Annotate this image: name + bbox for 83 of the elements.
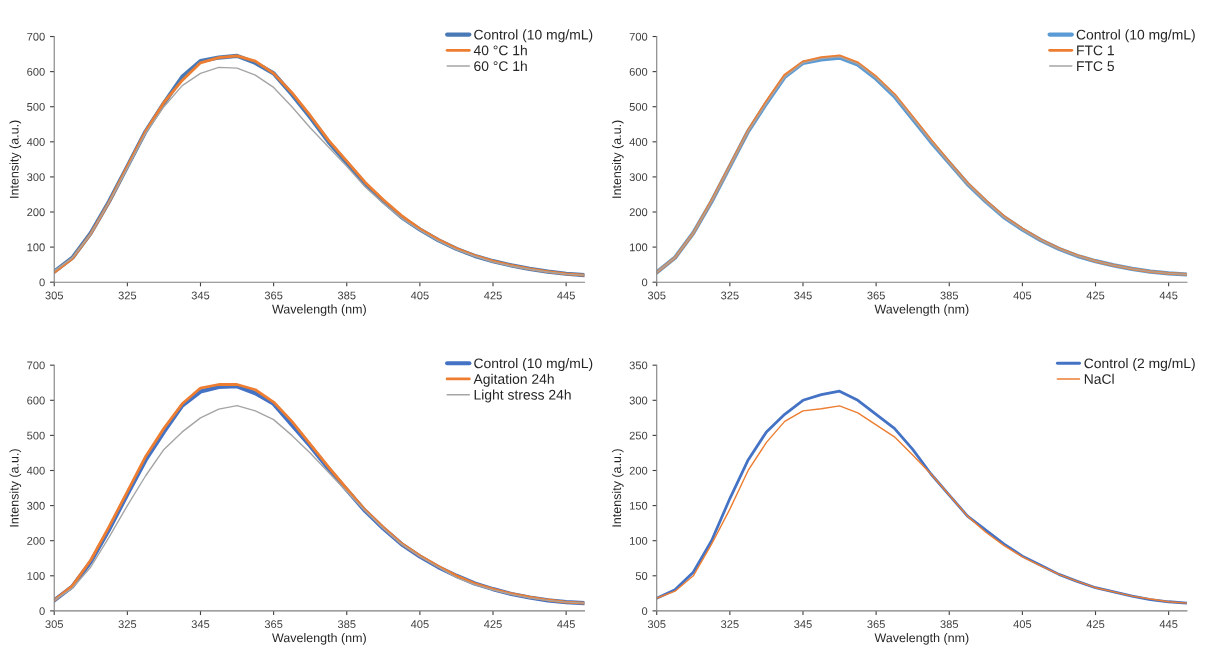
x-tick-label: 385 <box>337 620 356 629</box>
legend-label: Control (10 mg/mL) <box>474 29 593 43</box>
x-tick-label: 365 <box>264 620 283 629</box>
y-tick-label: 400 <box>26 466 45 475</box>
x-tick-label: 425 <box>484 291 502 300</box>
legend-label: Agitation 24h <box>473 373 554 387</box>
y-tick-label: 600 <box>629 67 648 76</box>
y-tick-label: 300 <box>27 173 45 182</box>
x-tick-label: 345 <box>191 620 210 629</box>
y-tick-label: 100 <box>27 572 45 580</box>
x-axis-title: Wavelength (nm) <box>272 304 366 317</box>
x-tick-label: 425 <box>484 620 502 629</box>
legend-label: FTC 1 <box>1077 45 1114 56</box>
legend-label: Light stress 24h <box>474 389 571 403</box>
y-tick-label: 0 <box>641 278 648 287</box>
y-tick-label: 400 <box>629 138 648 146</box>
legend-label: Control (2 mg/mL) <box>1084 358 1195 371</box>
y-tick-label: 300 <box>27 501 45 510</box>
y-tick-label: 700 <box>27 361 45 370</box>
y-tick-label: 600 <box>27 396 45 405</box>
y-tick-label: 0 <box>39 278 45 287</box>
y-tick-label: 350 <box>629 361 648 370</box>
x-tick-label: 305 <box>45 620 64 629</box>
y-tick-label: 0 <box>641 607 648 616</box>
y-axis-title: Intensity (a.u.) <box>9 120 22 198</box>
x-tick-label: 365 <box>264 291 283 300</box>
y-tick-label: 500 <box>27 102 45 111</box>
x-tick-label: 305 <box>647 291 666 300</box>
x-tick-label: 405 <box>1013 291 1032 300</box>
y-tick-label: 150 <box>630 501 648 510</box>
x-tick-label: 445 <box>1159 291 1178 300</box>
x-tick-label: 385 <box>940 291 959 300</box>
x-tick-label: 425 <box>1086 291 1105 300</box>
y-tick-label: 500 <box>27 431 45 440</box>
y-tick-label: 100 <box>27 243 45 252</box>
y-tick-label: 200 <box>27 208 45 217</box>
x-axis-title: Wavelength (nm) <box>272 633 366 645</box>
x-tick-label: 445 <box>557 291 575 300</box>
x-tick-label: 325 <box>721 291 739 300</box>
x-tick-label: 405 <box>410 620 429 629</box>
x-tick-label: 345 <box>191 291 210 300</box>
y-tick-label: 50 <box>635 572 648 580</box>
x-tick-label: 305 <box>45 291 64 300</box>
y-tick-label: 0 <box>39 607 45 616</box>
y-axis-title: Intensity (a.u.) <box>611 120 624 198</box>
x-tick-label: 405 <box>410 291 429 300</box>
y-tick-label: 500 <box>629 102 648 111</box>
y-axis-title: Intensity (a.u.) <box>9 449 22 527</box>
x-tick-label: 365 <box>867 620 885 629</box>
y-tick-label: 250 <box>629 431 648 440</box>
x-tick-label: 345 <box>794 620 812 629</box>
x-tick-label: 325 <box>721 620 739 629</box>
y-tick-label: 100 <box>630 536 648 545</box>
y-tick-label: 200 <box>27 536 45 545</box>
legend-label: Control (10 mg/mL) <box>1076 29 1195 43</box>
x-axis-title: Wavelength (nm) <box>874 633 969 645</box>
x-axis-title: Wavelength (nm) <box>874 304 969 317</box>
x-tick-label: 305 <box>647 620 666 629</box>
y-tick-label: 700 <box>629 32 648 41</box>
x-tick-label: 445 <box>1159 620 1178 629</box>
y-tick-label: 200 <box>629 466 648 475</box>
legend-label: 60 °C 1h <box>474 60 527 72</box>
legend-label: FTC 5 <box>1077 61 1114 72</box>
x-tick-label: 325 <box>118 291 137 300</box>
x-tick-label: 345 <box>794 291 812 300</box>
x-tick-label: 385 <box>940 620 959 629</box>
x-tick-label: 385 <box>337 291 356 300</box>
y-axis-title: Intensity (a.u.) <box>611 449 624 527</box>
x-tick-label: 365 <box>867 291 885 300</box>
y-tick-label: 400 <box>26 138 45 146</box>
x-tick-label: 445 <box>557 620 575 629</box>
y-tick-label: 200 <box>629 208 648 217</box>
x-tick-label: 425 <box>1086 620 1105 629</box>
y-tick-label: 600 <box>27 67 45 76</box>
legend-label: 40 °C 1h <box>473 45 527 56</box>
y-tick-label: 300 <box>629 173 648 182</box>
y-tick-label: 300 <box>629 396 648 405</box>
y-tick-label: 700 <box>27 32 45 41</box>
legend-label: NaCl <box>1084 373 1114 384</box>
x-tick-label: 405 <box>1013 620 1032 629</box>
y-tick-label: 100 <box>630 243 648 252</box>
x-tick-label: 325 <box>118 620 137 629</box>
legend-label: Control (10 mg/mL) <box>474 358 593 371</box>
